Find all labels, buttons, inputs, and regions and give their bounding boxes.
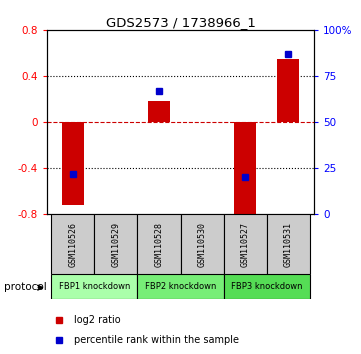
Text: GSM110529: GSM110529: [112, 222, 120, 267]
Text: log2 ratio: log2 ratio: [74, 315, 121, 325]
Bar: [148, 101, 170, 122]
Text: GSM110531: GSM110531: [284, 222, 293, 267]
Text: GSM110527: GSM110527: [241, 222, 249, 267]
Bar: [51, 214, 94, 274]
Text: GSM110528: GSM110528: [155, 222, 164, 267]
Text: FBP2 knockdown: FBP2 knockdown: [145, 282, 216, 291]
Bar: [62, 122, 83, 205]
Bar: [278, 59, 299, 122]
Text: protocol: protocol: [4, 282, 46, 292]
Bar: [138, 274, 223, 299]
Text: GSM110526: GSM110526: [68, 222, 77, 267]
Text: FBP1 knockdown: FBP1 knockdown: [58, 282, 130, 291]
Bar: [223, 214, 267, 274]
Text: FBP3 knockdown: FBP3 knockdown: [231, 282, 303, 291]
Bar: [51, 274, 138, 299]
Bar: [267, 214, 310, 274]
Text: GSM110530: GSM110530: [197, 222, 206, 267]
Bar: [180, 214, 223, 274]
Bar: [94, 214, 138, 274]
Bar: [138, 214, 180, 274]
Bar: [234, 122, 256, 218]
Text: percentile rank within the sample: percentile rank within the sample: [74, 335, 239, 345]
Bar: [223, 274, 310, 299]
Title: GDS2573 / 1738966_1: GDS2573 / 1738966_1: [105, 16, 256, 29]
